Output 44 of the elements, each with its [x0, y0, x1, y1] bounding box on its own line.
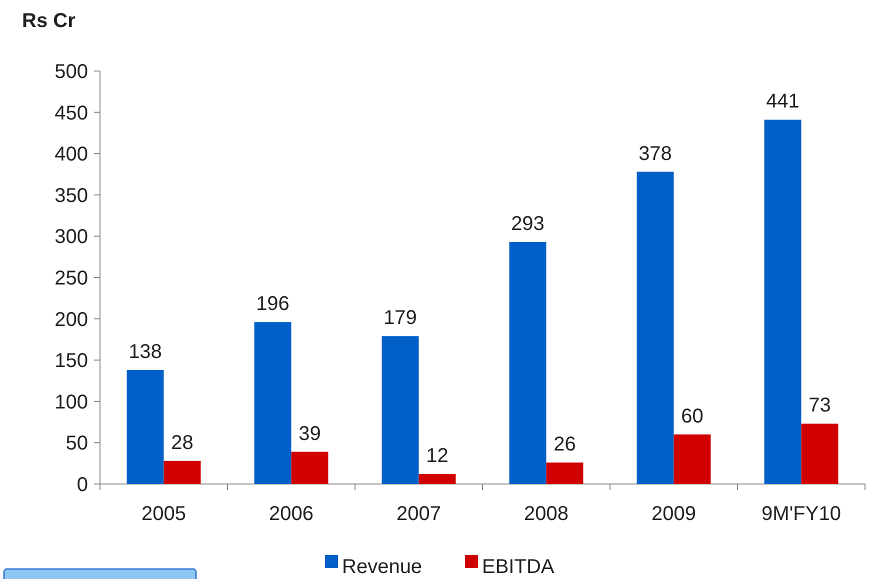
y-tick-label: 350 [54, 184, 88, 207]
bar [254, 322, 292, 484]
x-tick-label: 2008 [524, 503, 568, 525]
legend-label: Revenue [342, 556, 422, 578]
bar [418, 474, 456, 484]
x-tick-label: 2007 [396, 503, 441, 525]
data-label: 26 [554, 434, 576, 456]
data-label: 293 [511, 212, 544, 235]
bar [636, 172, 674, 484]
x-tick-label: 2005 [142, 503, 186, 525]
y-tick-label: 250 [54, 268, 88, 290]
bar [674, 434, 711, 484]
bar [509, 242, 546, 484]
bar [546, 462, 584, 484]
y-tick-label: 450 [54, 102, 88, 124]
x-tick-label: 2006 [269, 503, 314, 525]
data-label: 441 [766, 90, 800, 113]
y-tick-label: 0 [76, 474, 88, 496]
data-label: 60 [681, 405, 704, 428]
bar [164, 460, 201, 484]
y-axis-title: Rs Cr [22, 10, 76, 32]
x-tick-label: 2009 [652, 503, 696, 525]
data-label: 378 [638, 142, 672, 165]
data-label: 73 [808, 394, 831, 417]
data-label: 39 [298, 422, 321, 445]
data-label: 138 [128, 341, 162, 364]
y-tick-label: 50 [66, 432, 88, 455]
legend-label: EBITDA [482, 556, 555, 578]
y-tick-label: 400 [54, 144, 88, 166]
bar [764, 120, 802, 484]
y-tick-label: 500 [54, 61, 88, 83]
y-tick-label: 150 [54, 350, 88, 372]
bar [291, 452, 328, 484]
y-tick-label: 300 [54, 226, 88, 248]
bar [801, 424, 838, 484]
y-tick-label: 100 [54, 391, 88, 414]
x-tick-label: 9M'FY10 [762, 503, 841, 525]
y-tick-label: 200 [54, 308, 88, 331]
bar [382, 336, 419, 484]
bar [126, 370, 164, 484]
data-label: 179 [384, 307, 417, 330]
data-label: 28 [171, 432, 194, 454]
data-label: 12 [426, 445, 448, 468]
data-label: 196 [256, 293, 290, 316]
